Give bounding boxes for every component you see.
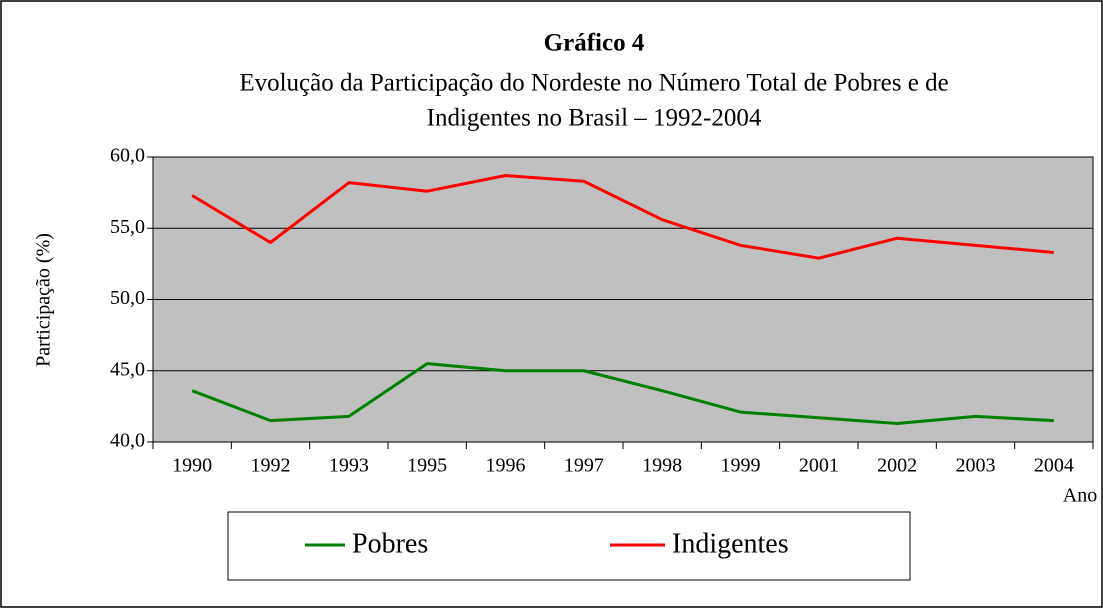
x-tick-label: 2004 — [1034, 455, 1074, 477]
x-tick-label: 1990 — [172, 455, 212, 477]
y-tick-label: 60,0 — [110, 145, 145, 167]
y-tick-label: 40,0 — [110, 430, 145, 452]
series-line — [191, 362, 1054, 425]
x-axis-label: Ano — [1063, 485, 1097, 507]
x-tick-label: 1993 — [329, 455, 369, 477]
x-tick-label: 1992 — [251, 455, 291, 477]
x-tick-label: 2001 — [799, 455, 839, 477]
y-tick-label: 55,0 — [110, 216, 145, 238]
y-tick-label: 45,0 — [110, 358, 145, 380]
x-tick-label: 1998 — [642, 455, 682, 477]
x-tick-label: 1999 — [721, 455, 761, 477]
x-tick-label: 2002 — [877, 455, 917, 477]
legend-label: Indigentes — [672, 528, 789, 559]
x-tick-label: 1996 — [486, 455, 526, 477]
series-line — [191, 174, 1054, 260]
x-tick-label: 1997 — [564, 455, 604, 477]
x-tick-label: 2003 — [956, 455, 996, 477]
chart-subtitle: Indigentes no Brasil – 1992-2004 — [427, 105, 762, 132]
y-axis-label: Participação (%) — [33, 233, 55, 367]
legend-label: Pobres — [352, 528, 428, 559]
chart-subtitle: Evolução da Participação do Nordeste no … — [239, 70, 948, 97]
chart-title: Gráfico 4 — [544, 30, 645, 57]
x-tick-label: 1995 — [407, 455, 447, 477]
y-tick-label: 50,0 — [110, 287, 145, 309]
